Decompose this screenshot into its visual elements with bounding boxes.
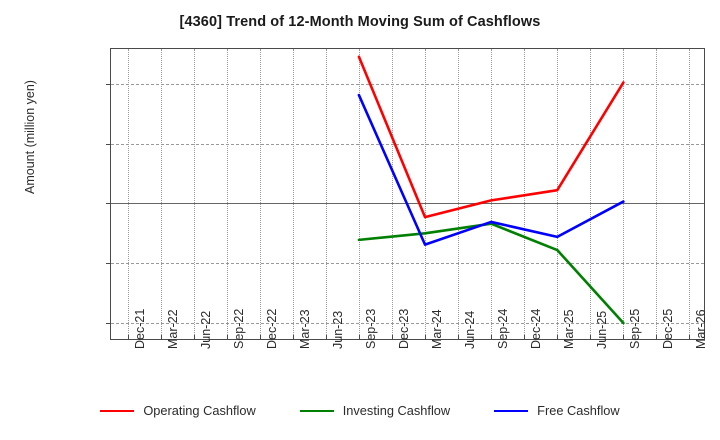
vertical-gridline (391, 49, 393, 339)
x-axis-tick-mark (160, 335, 162, 340)
x-axis-tick-mark (127, 335, 129, 340)
x-axis-tick-mark (425, 335, 427, 340)
legend-line-icon (494, 409, 529, 412)
x-axis-tick-mark (557, 335, 559, 340)
vertical-gridline (458, 49, 460, 339)
y-axis-tick-mark (106, 203, 111, 205)
plot-area: -1,000-50005001,000 Dec-21Mar-22Jun-22Se… (106, 48, 708, 349)
legend-item[interactable]: Investing Cashflow (299, 403, 451, 418)
series-line (357, 93, 625, 246)
horizontal-gridline (111, 263, 704, 265)
x-axis-tick-mark (458, 335, 460, 340)
vertical-gridline (623, 49, 625, 339)
y-axis-tick-mark (106, 263, 111, 265)
legend-label: Investing Cashflow (342, 403, 451, 418)
legend-label: Operating Cashflow (143, 403, 256, 418)
horizontal-gridline (111, 323, 704, 325)
x-axis-tick-mark (391, 335, 393, 340)
x-axis-tick-mark (656, 335, 658, 340)
x-axis-tick-mark (193, 335, 195, 340)
x-axis-tick-mark (590, 335, 592, 340)
x-axis-tick-mark (491, 335, 493, 340)
vertical-gridline (425, 49, 427, 339)
legend-item[interactable]: Operating Cashflow (100, 403, 256, 418)
x-axis-tick-mark (358, 335, 360, 340)
vertical-gridline (590, 49, 592, 339)
series-line (357, 55, 625, 219)
vertical-gridline (292, 49, 294, 339)
legend-line-icon (299, 409, 334, 412)
y-axis-tick-mark (106, 143, 111, 145)
x-axis-tick-mark (259, 335, 261, 340)
y-axis-tick-mark (106, 83, 111, 85)
y-axis-tick-mark (106, 323, 111, 325)
legend-label: Free Cashflow (537, 403, 620, 418)
legend-item[interactable]: Free Cashflow (494, 403, 620, 418)
series-lines (357, 55, 625, 325)
horizontal-gridline (111, 143, 704, 145)
x-axis-tick-mark (524, 335, 526, 340)
vertical-gridline (325, 49, 327, 339)
legend-line-icon (100, 409, 135, 412)
series-line (357, 222, 625, 325)
vertical-gridline (259, 49, 261, 339)
vertical-gridline (127, 49, 129, 339)
horizontal-gridline (111, 83, 704, 85)
x-axis-tick-mark (623, 335, 625, 340)
vertical-gridline (689, 49, 691, 339)
vertical-gridline (160, 49, 162, 339)
vertical-gridline (358, 49, 360, 339)
vertical-gridline (491, 49, 493, 339)
vertical-gridline (226, 49, 228, 339)
page-title: [4360] Trend of 12-Month Moving Sum of C… (179, 14, 541, 30)
vertical-gridline (193, 49, 195, 339)
x-axis-tick-mark (292, 335, 294, 340)
vertical-gridline (656, 49, 658, 339)
x-axis-tick-mark (226, 335, 228, 340)
y-axis-label: Amount (million yen) (23, 80, 37, 194)
x-axis-tick-mark (689, 335, 691, 340)
x-axis-tick-mark (325, 335, 327, 340)
vertical-gridline (557, 49, 559, 339)
chart-legend: Operating Cashflow Investing Cashflow Free… (0, 403, 720, 418)
